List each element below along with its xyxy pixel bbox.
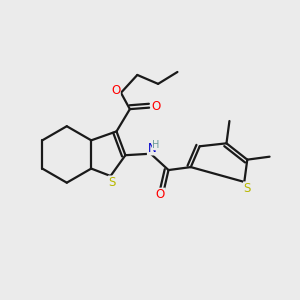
Text: S: S: [108, 176, 116, 189]
Text: O: O: [151, 100, 160, 113]
Text: S: S: [244, 182, 251, 195]
Text: O: O: [156, 188, 165, 201]
Text: H: H: [152, 140, 160, 150]
Text: O: O: [111, 84, 120, 97]
Text: N: N: [148, 142, 156, 155]
